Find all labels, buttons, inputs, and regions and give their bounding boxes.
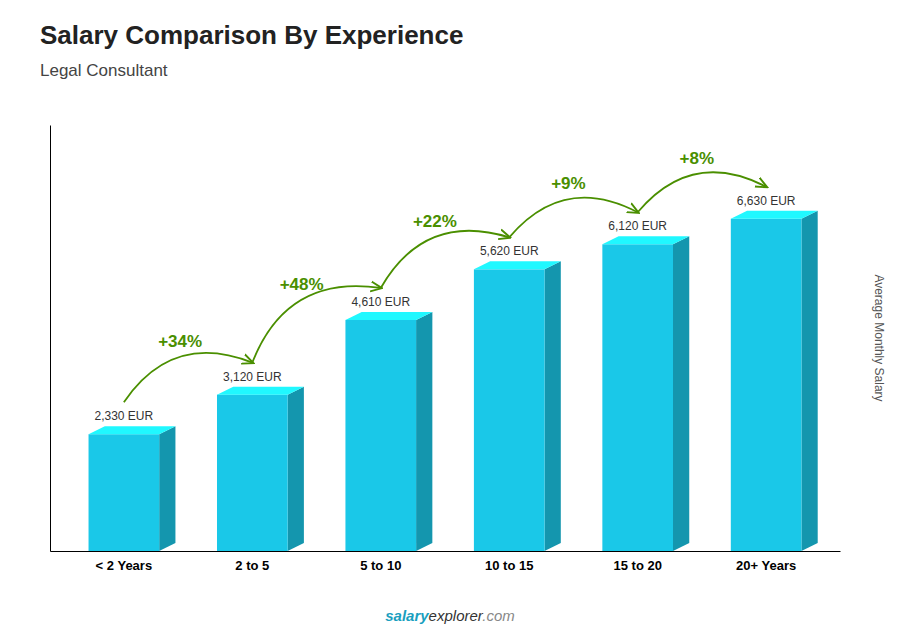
x-tick: 2 to 5 [235, 551, 269, 573]
bar-top [731, 211, 818, 219]
footer-part: salary [385, 607, 429, 624]
change-arrow [124, 353, 252, 402]
change-arrow [381, 231, 509, 288]
change-label: +8% [680, 149, 715, 168]
bar-group [217, 387, 304, 551]
x-tick: 10 to 15 [485, 551, 533, 573]
bar-side [801, 211, 817, 551]
x-tick-label: < 2 Years [96, 558, 153, 573]
bar-side [545, 261, 561, 551]
bar [474, 269, 545, 551]
change-annotations: +34% +48% +22% +9% +8% [124, 149, 766, 402]
data-label: 6,630 EUR [737, 194, 796, 208]
x-tick-label: 15 to 20 [613, 558, 661, 573]
bar [217, 395, 288, 551]
y-axis [50, 126, 51, 552]
x-axis-line [51, 551, 841, 552]
change-label: +34% [158, 332, 202, 351]
data-labels: 2,330 EUR 3,120 EUR 4,610 EUR 5,620 EUR 6,12… [95, 194, 796, 424]
chart: Salary Comparison By Experience Legal Con… [0, 0, 900, 641]
y-axis-line [50, 126, 51, 552]
bar-group [602, 236, 689, 551]
x-tick: < 2 Years [96, 551, 153, 573]
x-tick-label: 2 to 5 [235, 558, 269, 573]
bar-side [416, 312, 432, 551]
data-label: 4,610 EUR [351, 295, 410, 309]
bar-side [288, 387, 304, 551]
y-axis-title: Average Monthly Salary [872, 274, 886, 401]
x-tick: 20+ Years [736, 551, 796, 573]
title: Salary Comparison By Experience [40, 20, 463, 50]
x-tick-label: 10 to 15 [485, 558, 533, 573]
x-tick-label: 20+ Years [736, 558, 796, 573]
change-label: +9% [551, 174, 586, 193]
footer-part: explorer [429, 607, 484, 624]
bars [89, 211, 818, 551]
bar-top [217, 387, 304, 395]
change-label: +22% [413, 212, 457, 231]
bar [345, 320, 416, 551]
bar-group [731, 211, 818, 551]
bar [602, 244, 673, 551]
bar-top [345, 312, 432, 320]
change-arrow [638, 172, 766, 212]
bar-top [474, 261, 561, 269]
change-label: +48% [280, 275, 324, 294]
change-arrow [509, 198, 637, 238]
bar-side [673, 236, 689, 551]
data-label: 2,330 EUR [95, 409, 154, 423]
footer-part: .com [482, 607, 515, 624]
data-label: 6,120 EUR [608, 219, 667, 233]
x-tick: 15 to 20 [613, 551, 661, 573]
x-tick: 5 to 10 [360, 551, 401, 573]
bar [89, 434, 160, 551]
bar [731, 219, 802, 551]
data-label: 5,620 EUR [480, 244, 539, 258]
bar-group [474, 261, 561, 551]
bar-group [89, 426, 176, 551]
x-axis: < 2 Years 2 to 5 5 to 10 10 to 15 15 to 20 20… [51, 551, 841, 573]
data-label: 3,120 EUR [223, 370, 282, 384]
bar-side [159, 426, 175, 551]
x-tick-label: 5 to 10 [360, 558, 401, 573]
bar-group [345, 312, 432, 551]
bar-top [602, 236, 689, 244]
subtitle: Legal Consultant [40, 61, 168, 80]
bar-top [89, 426, 176, 434]
change-arrow [252, 286, 380, 363]
footer: salaryexplorer.com [385, 607, 515, 624]
